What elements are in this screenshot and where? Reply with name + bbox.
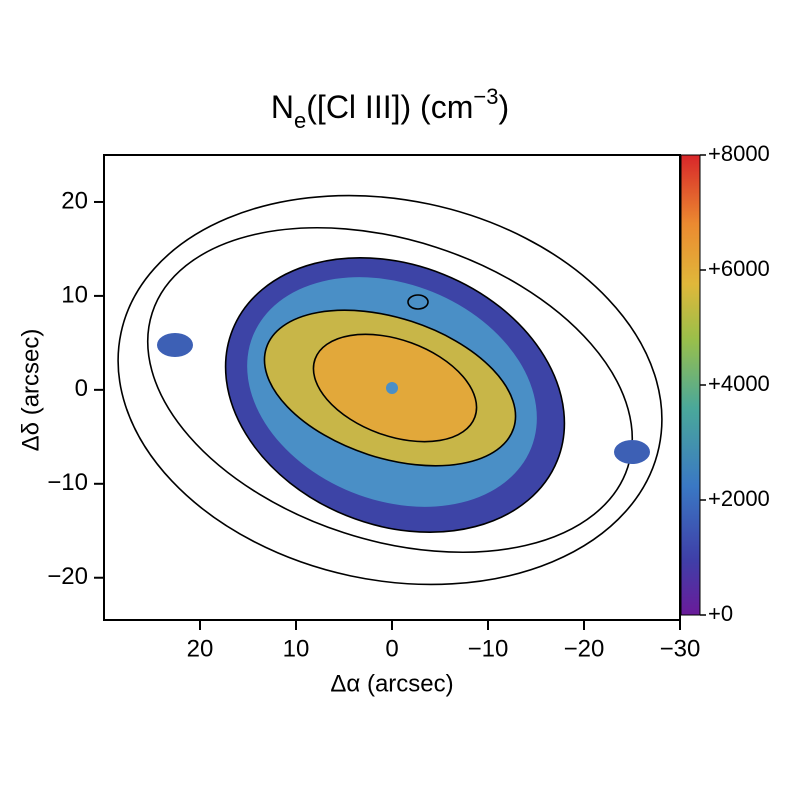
y-tick-label: 10 xyxy=(61,281,88,308)
x-tick-label: −20 xyxy=(564,635,605,662)
contour xyxy=(407,294,429,310)
x-tick-label: 10 xyxy=(283,635,310,662)
y-tick-label: −10 xyxy=(47,469,88,496)
x-axis-label: Δα (arcsec) xyxy=(330,670,453,697)
title-part: e xyxy=(294,108,306,133)
colorbar-tick-label: +2000 xyxy=(708,486,770,511)
title-part: ([Cl III]) (cm xyxy=(306,89,473,125)
contour xyxy=(224,256,566,534)
y-tick-label: 0 xyxy=(75,375,88,402)
title-part: −3 xyxy=(473,84,498,109)
y-tick-label: −20 xyxy=(47,563,88,590)
chart-title: Ne([Cl III]) (cm−3) xyxy=(271,84,509,133)
y-tick-label: 20 xyxy=(61,187,88,214)
contour xyxy=(146,226,634,554)
title-part: ) xyxy=(498,89,509,125)
colorbar-tick-label: +0 xyxy=(708,601,733,626)
colorbar-tick-label: +6000 xyxy=(708,256,770,281)
x-tick-label: −30 xyxy=(660,635,701,662)
emission-region xyxy=(614,440,650,464)
colorbar xyxy=(680,154,701,616)
nebula-map xyxy=(117,194,663,586)
colorbar-tick-label: +4000 xyxy=(708,371,770,396)
y-axis-label: Δδ (arcsec) xyxy=(17,329,44,452)
emission-region xyxy=(157,333,193,357)
x-tick-label: 0 xyxy=(385,635,398,662)
contour xyxy=(117,194,663,586)
colorbar-tick-label: +8000 xyxy=(708,141,770,166)
x-tick-label: −10 xyxy=(468,635,509,662)
title-part: N xyxy=(271,89,294,125)
emission-region xyxy=(386,382,398,394)
x-tick-label: 20 xyxy=(187,635,214,662)
